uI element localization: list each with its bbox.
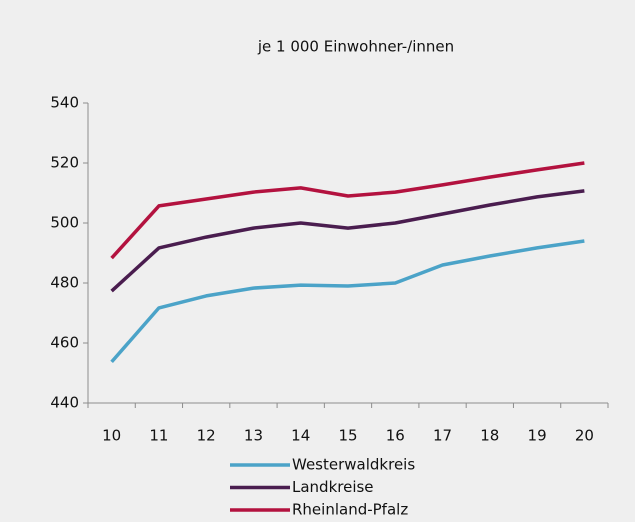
x-tick-label: 16 [386, 427, 405, 445]
x-tick-label: 17 [433, 427, 452, 445]
series-line [110, 161, 585, 260]
x-tick-label: 12 [197, 427, 216, 445]
legend-label: Rheinland-Pfalz [292, 501, 408, 519]
x-tick-label: 10 [102, 427, 121, 445]
x-tick-label: 11 [149, 427, 168, 445]
legend-label: Westerwaldkreis [292, 456, 415, 474]
x-tick-label: 19 [528, 427, 547, 445]
y-tick-label: 440 [50, 394, 79, 412]
y-tick-label: 460 [50, 334, 79, 352]
series-line [110, 189, 585, 293]
x-tick-label: 20 [575, 427, 594, 445]
x-tick-label: 14 [291, 427, 310, 445]
y-tick-label: 520 [50, 154, 79, 172]
y-tick-label: 540 [50, 94, 79, 112]
x-tick-label: 18 [480, 427, 499, 445]
chart-title: je 1 000 Einwohner-/innen [257, 38, 454, 56]
x-tick-label: 13 [244, 427, 263, 445]
y-tick-label: 500 [50, 214, 79, 232]
legend-label: Landkreise [292, 478, 374, 496]
series-line [110, 239, 585, 364]
x-tick-label: 15 [338, 427, 357, 445]
y-tick-label: 480 [50, 274, 79, 292]
